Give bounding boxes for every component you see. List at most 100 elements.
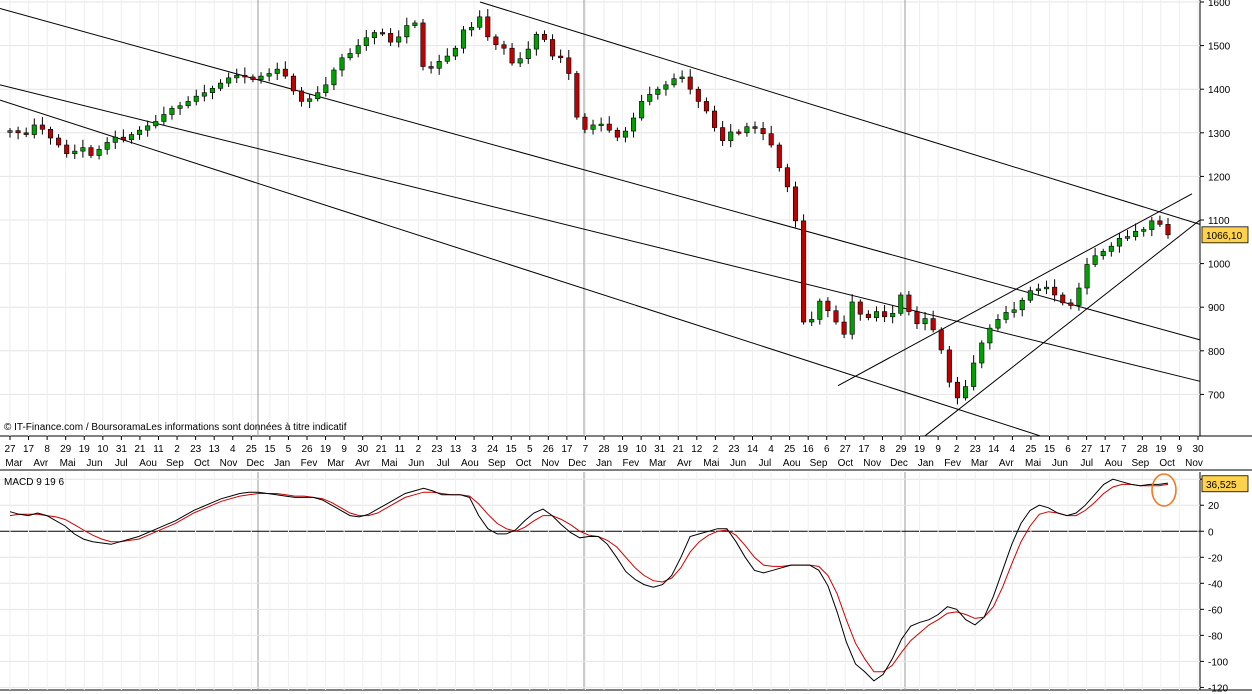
date-tick-label: 25 [784, 444, 796, 455]
month-tick-label: Aou [461, 458, 479, 469]
candle [128, 131, 134, 144]
candle-body [938, 329, 944, 351]
date-tick-label: 19 [320, 444, 332, 455]
candle [946, 346, 952, 388]
candle [971, 355, 977, 391]
candle [218, 79, 224, 91]
candle [80, 139, 86, 158]
month-tick-label: Nov [220, 458, 238, 469]
candle-body [930, 318, 936, 331]
candle [428, 61, 434, 74]
price-tick-label: 800 [1208, 347, 1225, 358]
date-tick-label: 23 [431, 444, 443, 455]
candle [1133, 223, 1139, 241]
candle [792, 181, 799, 228]
month-tick-label: Jul [437, 458, 450, 469]
date-tick-label: 14 [988, 444, 1000, 455]
month-tick-label: Mai [703, 458, 719, 469]
candle [703, 97, 709, 114]
candle [282, 61, 288, 79]
candle-body [1157, 220, 1163, 225]
macd-last-value-box [1201, 475, 1249, 493]
candle-body [817, 300, 823, 320]
candle [711, 105, 718, 132]
candle-body [104, 142, 110, 150]
macd-panel: -120-100-80-60-40-200204036,525 [0, 472, 1249, 694]
date-tick-label: 23 [190, 444, 202, 455]
month-tick-label: Mar [327, 458, 345, 469]
date-tick-label: 17 [561, 444, 573, 455]
price-tick-label: 1600 [1208, 0, 1231, 9]
candle [363, 29, 369, 51]
date-tick-label: 24 [487, 444, 499, 455]
candle-body [809, 319, 815, 323]
candle-body [1044, 286, 1050, 290]
candle-body [590, 124, 596, 130]
date-tick-label: 10 [97, 444, 109, 455]
candle [258, 72, 264, 84]
candle [533, 31, 539, 56]
candle [639, 94, 645, 121]
date-tick-label: 7 [1121, 444, 1127, 455]
price-tick-label: 1500 [1208, 42, 1231, 53]
candle-body [1084, 264, 1090, 289]
candle [558, 49, 564, 64]
date-tick-label: 21 [673, 444, 685, 455]
candle-body [671, 78, 677, 86]
candle [209, 85, 215, 100]
date-tick-label: 14 [747, 444, 759, 455]
candle [7, 128, 13, 138]
candle [477, 10, 483, 30]
macd-tick-label: -40 [1208, 579, 1223, 590]
candle-body [371, 32, 377, 39]
candle-body [420, 22, 426, 67]
candle-body [177, 105, 183, 109]
candle [1124, 230, 1131, 241]
candle-body [849, 301, 855, 335]
macd-tick-label: 0 [1208, 527, 1214, 538]
candle [1019, 297, 1025, 317]
month-tick-label: Jan [918, 458, 934, 469]
candle-body [209, 88, 215, 93]
candle [436, 54, 442, 75]
candle [841, 315, 847, 339]
candle-body [1035, 288, 1041, 291]
macd-tick-label: -60 [1208, 605, 1223, 616]
candle-body [639, 101, 645, 119]
candle-body [266, 73, 272, 77]
candle-body [979, 342, 985, 364]
candle-body [1165, 224, 1171, 236]
candle [752, 121, 758, 134]
candle-body [39, 124, 45, 130]
candle [339, 53, 345, 77]
date-tick-label: 19 [914, 444, 926, 455]
candle-body [404, 25, 410, 38]
candle-body [1076, 287, 1082, 306]
candle [1052, 279, 1058, 302]
date-tick-label: 6 [1065, 444, 1071, 455]
date-tick-label: 15 [264, 444, 276, 455]
candle-body [298, 90, 305, 102]
month-tick-label: Jun [730, 458, 746, 469]
candle [833, 305, 839, 325]
candle [606, 116, 612, 133]
candle-body [234, 74, 240, 79]
candle [331, 67, 337, 91]
date-tick-label: 11 [395, 444, 406, 455]
candle-body [703, 101, 709, 112]
candle [307, 93, 313, 108]
candle-body [339, 57, 345, 71]
candle [444, 48, 450, 64]
candle-body [550, 39, 556, 57]
highlight-circle [1151, 473, 1177, 507]
month-tick-label: Mai [381, 458, 397, 469]
macd-last-value-label: 36,525 [1206, 480, 1237, 491]
candle [250, 74, 256, 83]
macd-signal-line [9, 483, 1169, 673]
candle [47, 126, 54, 145]
candle [857, 299, 863, 321]
price-tick-label: 1100 [1208, 216, 1230, 227]
candle-body [898, 294, 904, 314]
